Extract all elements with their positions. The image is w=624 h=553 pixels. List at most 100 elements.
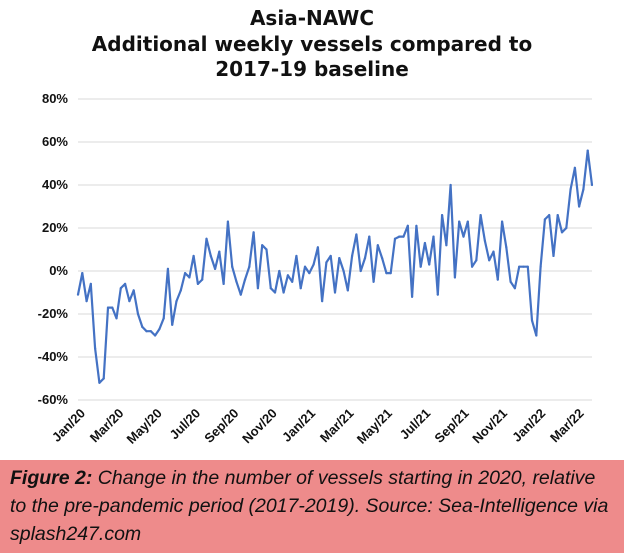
data-point [342, 269, 345, 273]
data-point [432, 235, 435, 238]
data-point [376, 244, 379, 247]
x-tick-label: May/20 [124, 406, 165, 447]
data-point [171, 323, 174, 326]
data-point [94, 347, 97, 350]
y-tick-label: 40% [42, 177, 68, 192]
data-point [402, 235, 405, 238]
data-point [385, 272, 388, 275]
data-point [196, 282, 200, 285]
data-point [428, 263, 431, 266]
data-point [372, 280, 375, 283]
data-point [179, 289, 182, 292]
x-tick-label: Jan/22 [509, 406, 548, 445]
data-point [154, 334, 157, 337]
data-point [102, 377, 105, 380]
data-point [556, 214, 559, 217]
data-point [475, 259, 478, 262]
data-point [278, 269, 281, 273]
figure-caption: Figure 2: Change in the number of vessel… [0, 460, 624, 553]
data-point [205, 237, 208, 240]
data-point [329, 254, 332, 258]
data-point [548, 214, 551, 217]
data-point [466, 220, 469, 223]
data-point [145, 330, 148, 333]
data-point [192, 254, 195, 258]
data-point [119, 287, 122, 290]
data-point [590, 183, 594, 187]
chart-title-line-3: 2017-19 baseline [215, 57, 409, 81]
data-point [291, 280, 294, 283]
data-point [436, 293, 439, 296]
data-point [333, 291, 337, 294]
data-point [269, 287, 272, 290]
data-point [299, 287, 302, 290]
data-point [492, 250, 495, 253]
data-point [543, 218, 546, 221]
data-point [141, 325, 144, 328]
data-point [81, 272, 84, 275]
data-point [582, 188, 585, 191]
y-tick-label: 0% [49, 263, 68, 278]
data-point [128, 300, 131, 303]
data-point [440, 214, 444, 217]
x-tick-label: Nov/20 [239, 406, 280, 447]
data-point [213, 267, 217, 270]
data-point [518, 265, 521, 268]
data-point [201, 278, 204, 281]
data-point [578, 205, 581, 208]
data-point [346, 289, 349, 292]
data-point [526, 265, 529, 268]
data-point [175, 300, 178, 303]
x-tick-label: Nov/21 [469, 406, 510, 447]
data-point [308, 272, 311, 275]
data-point [231, 265, 234, 268]
x-tick-label: Jul/20 [167, 406, 204, 443]
data-point [355, 233, 358, 236]
chart-title-line-1: Asia-NAWC [249, 6, 375, 30]
data-point [115, 317, 118, 320]
data-point [539, 265, 542, 268]
x-tick-label: Sep/20 [201, 406, 241, 446]
data-point [132, 289, 135, 292]
y-tick-label: 80% [42, 91, 68, 106]
data-point [505, 246, 508, 249]
data-point [513, 287, 517, 290]
y-tick-label: -40% [38, 349, 69, 364]
y-tick-label: 20% [42, 220, 68, 235]
data-point [560, 231, 564, 234]
data-point [488, 259, 491, 262]
data-point [389, 272, 392, 275]
data-point [368, 235, 371, 238]
data-point [419, 265, 422, 268]
chart-area: Asia-NAWC Additional weekly vessels comp… [38, 6, 594, 447]
data-point [273, 291, 277, 294]
data-point [124, 282, 127, 285]
data-point [530, 319, 534, 322]
data-point [569, 188, 572, 191]
data-point [393, 237, 397, 240]
data-point [483, 239, 487, 242]
data-point [166, 267, 170, 270]
data-point [209, 254, 212, 258]
data-point [76, 293, 80, 296]
data-point [552, 254, 555, 258]
data-point [325, 261, 328, 264]
data-point [162, 317, 165, 320]
y-tick-label: -60% [38, 392, 69, 407]
y-tick-label: 60% [42, 134, 68, 149]
x-tick-label: Mar/22 [547, 406, 587, 446]
data-point [522, 265, 525, 268]
data-point [535, 334, 538, 337]
data-point [282, 291, 285, 294]
data-point [411, 295, 414, 298]
data-point [85, 300, 88, 303]
data-point [252, 231, 255, 234]
x-tick-label: Sep/21 [431, 406, 471, 446]
data-point [226, 220, 230, 223]
data-point [243, 278, 247, 281]
data-point [183, 272, 187, 275]
x-tick-label: Jan/20 [49, 406, 88, 445]
data-point [415, 224, 418, 227]
data-point [316, 246, 319, 249]
data-point [239, 293, 242, 296]
